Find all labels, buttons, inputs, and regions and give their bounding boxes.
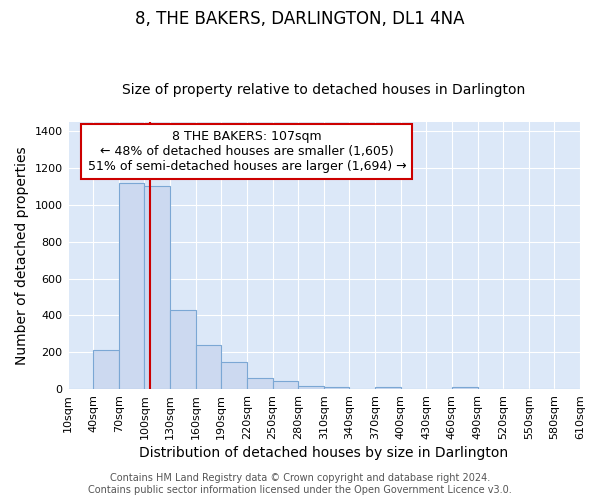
Title: Size of property relative to detached houses in Darlington: Size of property relative to detached ho…	[122, 83, 526, 97]
Y-axis label: Number of detached properties: Number of detached properties	[15, 146, 29, 365]
Bar	[247, 378, 272, 389]
Bar	[272, 381, 298, 389]
Text: Contains HM Land Registry data © Crown copyright and database right 2024.
Contai: Contains HM Land Registry data © Crown c…	[88, 474, 512, 495]
Bar	[170, 310, 196, 389]
Bar	[375, 388, 401, 389]
Bar	[93, 350, 119, 389]
Text: 8, THE BAKERS, DARLINGTON, DL1 4NA: 8, THE BAKERS, DARLINGTON, DL1 4NA	[135, 10, 465, 28]
X-axis label: Distribution of detached houses by size in Darlington: Distribution of detached houses by size …	[139, 446, 508, 460]
Bar	[145, 186, 170, 389]
Bar	[298, 386, 324, 389]
Bar	[452, 388, 478, 389]
Bar	[221, 362, 247, 389]
Bar	[119, 182, 145, 389]
Bar	[196, 345, 221, 389]
Text: 8 THE BAKERS: 107sqm
← 48% of detached houses are smaller (1,605)
51% of semi-de: 8 THE BAKERS: 107sqm ← 48% of detached h…	[88, 130, 406, 173]
Bar	[324, 388, 349, 389]
